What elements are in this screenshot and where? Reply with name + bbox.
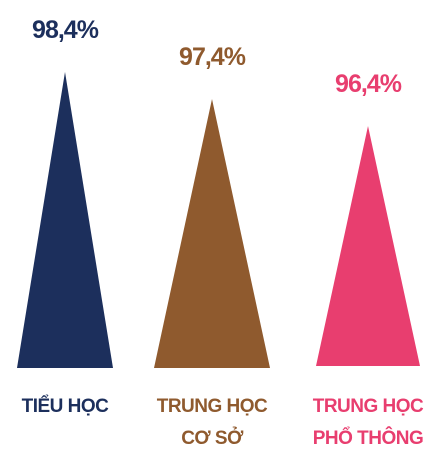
category-label-3-line-1: TRUNG HỌC	[313, 396, 424, 417]
category-label-2-line-1: TRUNG HỌC	[157, 396, 268, 417]
value-label-2: 97,4%	[179, 43, 246, 71]
value-label-1: 98,4%	[32, 16, 99, 44]
category-label-2-line-2: CƠ SỞ	[181, 427, 244, 449]
bar-triangle-3	[316, 126, 420, 366]
bar-triangle-1	[17, 72, 113, 368]
category-label-1-line-1: TIỂU HỌC	[22, 395, 110, 417]
category-label-3-line-2: PHỔ THÔNG	[313, 427, 424, 449]
bar-triangle-2	[154, 99, 270, 368]
value-label-3: 96,4%	[335, 70, 402, 98]
